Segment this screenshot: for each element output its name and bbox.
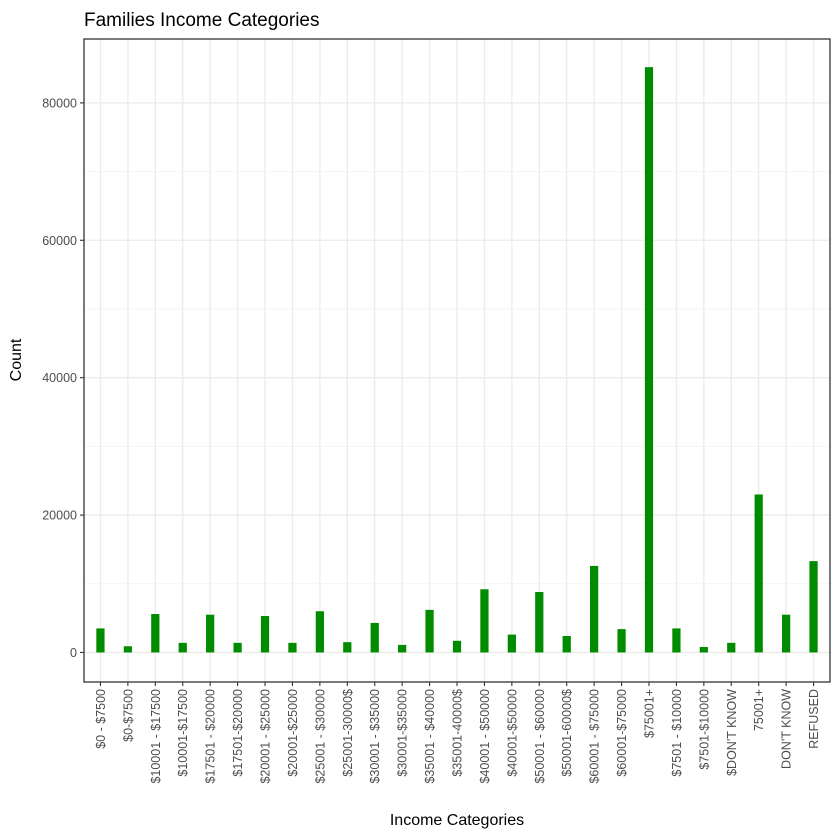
x-tick-label: $17501 - $20000 (204, 689, 218, 784)
bar (507, 634, 516, 653)
bar (727, 642, 736, 653)
y-axis-title: Count (8, 338, 25, 381)
x-tick-label: $25001 - $30000 (313, 689, 327, 784)
x-tick-label: $25001-30000$ (341, 689, 355, 777)
chart-title: Families Income Categories (84, 10, 319, 31)
x-tick-label: DON'T KNOW (780, 689, 794, 769)
bar (782, 614, 791, 653)
x-tick-label: $7501 - $10000 (670, 689, 684, 777)
bar (535, 592, 544, 653)
bar (233, 642, 242, 653)
bar (699, 646, 708, 653)
x-tick-label: $10001-$17500 (176, 689, 190, 777)
x-tick-label: $35001 - $40000 (423, 689, 437, 784)
x-tick-label: $30001 - $35000 (368, 689, 382, 784)
y-tick-label: 80000 (42, 96, 77, 110)
x-tick-label: $75001+ (642, 689, 656, 738)
bar (370, 622, 379, 653)
bar (754, 494, 763, 653)
x-axis: $0 - $7500 $0-$7500 $10001 - $17500 $10001-… (94, 682, 821, 784)
x-tick-label: $50001 - $60000 (533, 689, 547, 784)
bar (343, 642, 352, 653)
bar (480, 589, 489, 653)
bar (288, 642, 297, 653)
y-tick-label: 60000 (42, 234, 77, 248)
bar (151, 613, 160, 653)
x-tick-label: $10001 - $17500 (149, 689, 163, 784)
bar (123, 646, 132, 653)
bar (398, 644, 407, 653)
bar (644, 67, 654, 653)
bar (178, 642, 187, 653)
x-tick-label: $DON'T KNOW (725, 689, 739, 776)
bar (315, 611, 324, 653)
bar (617, 629, 626, 653)
bar (672, 628, 681, 653)
bar (425, 609, 434, 653)
y-axis: 0 20000 40000 60000 80000 (42, 96, 84, 660)
x-tick-label: $20001-$25000 (286, 689, 300, 777)
x-tick-label: $17501-$20000 (231, 689, 245, 777)
bar (96, 628, 105, 653)
bar (206, 614, 215, 653)
x-tick-label: $20001 - $25000 (259, 689, 273, 784)
x-tick-label: $40001 - $50000 (478, 689, 492, 784)
x-tick-label: $0-$7500 (121, 689, 135, 742)
x-tick-label: $50001-60000$ (560, 689, 574, 777)
x-tick-label: $35001-40000$ (451, 689, 465, 777)
bar (562, 635, 571, 653)
bar (452, 640, 462, 653)
bar (809, 561, 818, 653)
grid (84, 39, 830, 682)
x-axis-title: Income Categories (390, 812, 524, 829)
x-tick-label: $7501-$10000 (697, 689, 711, 770)
y-tick-label: 20000 (42, 509, 77, 523)
x-tick-label: 75001+ (752, 689, 766, 731)
bars (96, 67, 818, 653)
x-tick-label: $30001-$35000 (396, 689, 410, 777)
y-tick-label: 40000 (42, 371, 77, 385)
x-tick-label: $60001-$75000 (615, 689, 629, 777)
x-tick-label: $0 - $7500 (94, 689, 108, 749)
x-tick-label: $60001 - $75000 (588, 689, 602, 784)
y-tick-label: 0 (70, 646, 77, 660)
bar (590, 565, 599, 653)
x-tick-label: REFUSED (807, 689, 821, 749)
x-tick-label: $40001-$50000 (505, 689, 519, 777)
bar (260, 616, 270, 653)
